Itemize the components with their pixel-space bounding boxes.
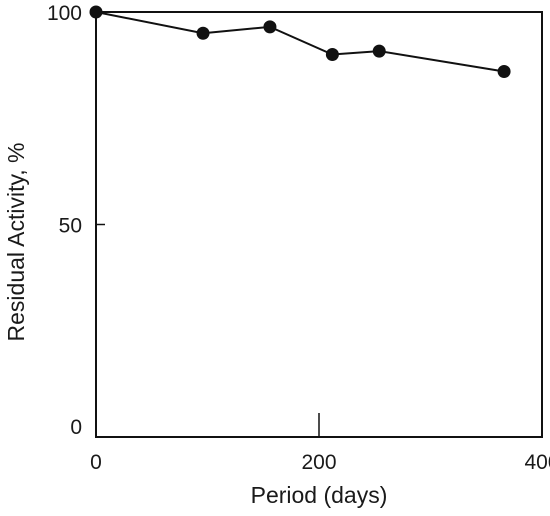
x-axis-label: Period (days) — [251, 482, 388, 508]
y-tick-label: 50 — [59, 215, 82, 238]
x-tick-label: 0 — [90, 451, 102, 474]
data-point — [89, 5, 103, 19]
series-layer — [89, 5, 511, 78]
data-point — [325, 48, 339, 61]
y-tick-label: 100 — [47, 2, 82, 25]
y-axis: 0 50 100 — [47, 2, 105, 439]
x-axis: 0 200 400 — [90, 413, 550, 474]
x-tick-label: 400 — [524, 451, 550, 474]
data-point — [372, 44, 386, 58]
series-line — [95, 11, 505, 73]
data-point — [497, 65, 511, 78]
y-tick-label: 0 — [70, 416, 82, 439]
plot-frame — [95, 11, 543, 438]
y-axis-label: Residual Activity, % — [3, 143, 29, 342]
x-tick-label: 200 — [301, 451, 336, 474]
data-point — [263, 20, 277, 34]
data-point — [196, 26, 210, 40]
plot-border — [95, 11, 543, 438]
